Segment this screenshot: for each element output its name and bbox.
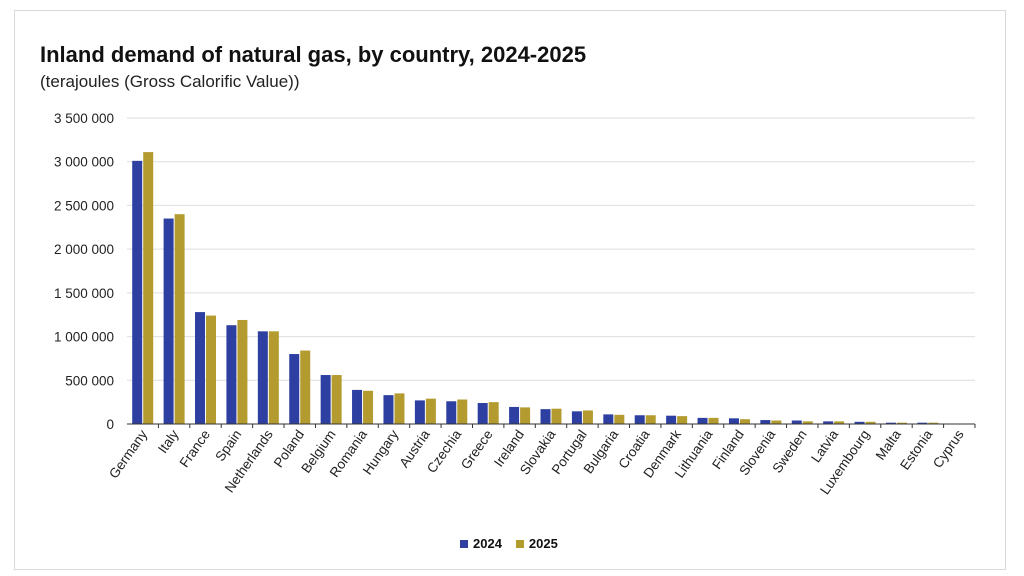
legend-label-2024: 2024 [473, 536, 502, 551]
bar-2024-slovenia [760, 420, 771, 424]
bar-2025-estonia [928, 422, 939, 424]
bar-2024-netherlands [257, 331, 268, 424]
bar-2024-italy [163, 218, 174, 424]
bar-2025-slovakia [551, 408, 562, 424]
bar-2024-denmark [666, 415, 677, 424]
chart-title: Inland demand of natural gas, by country… [40, 42, 587, 67]
bar-2024-germany [132, 160, 143, 424]
bar-2025-denmark [677, 416, 688, 424]
bar-2024-luxembourg [854, 421, 865, 424]
legend-item-2025: 2025 [515, 536, 558, 551]
bar-2024-austria [414, 400, 425, 424]
bar-2024-latvia [823, 421, 834, 424]
y-tick-label: 2 000 000 [54, 242, 114, 257]
x-tick-label: Cyprus [930, 427, 967, 471]
chart-subtitle: (terajoules (Gross Calorific Value)) [40, 72, 300, 91]
bar-2024-czechia [446, 401, 457, 424]
bar-2024-bulgaria [603, 414, 614, 424]
bar-2025-france [206, 315, 217, 424]
bar-2025-germany [143, 152, 154, 424]
bar-2025-bulgaria [614, 414, 625, 424]
y-tick-label: 3 500 000 [54, 111, 114, 126]
y-tick-label: 1 500 000 [54, 286, 114, 301]
bar-2024-hungary [383, 395, 394, 424]
bar-2024-spain [226, 325, 237, 424]
x-tick-label: Malta [873, 427, 905, 463]
bar-2024-finland [728, 418, 739, 424]
bar-2024-slovakia [540, 409, 551, 424]
bar-2025-romania [363, 390, 374, 424]
x-tick-label: Spain [212, 427, 244, 464]
bar-2024-estonia [917, 422, 928, 424]
x-tick-label: Italy [155, 427, 182, 456]
bar-2025-slovenia [771, 420, 782, 424]
legend-item-2024: 2024 [460, 536, 502, 551]
gridlines [127, 117, 975, 381]
y-tick-label: 500 000 [65, 373, 114, 388]
bar-2024-greece [477, 403, 488, 424]
bar-2025-finland [739, 419, 750, 424]
bar-2025-greece [488, 402, 499, 424]
bar-2025-latvia [834, 421, 845, 424]
bar-2025-croatia [645, 415, 656, 424]
x-tick-label: Estonia [897, 427, 935, 473]
legend-swatch-2025 [515, 539, 524, 548]
bar-2024-lithuania [697, 417, 708, 424]
bar-2025-spain [237, 319, 248, 424]
bar-2025-poland [300, 350, 311, 424]
bar-2025-italy [174, 214, 185, 424]
bar-2024-malta [885, 422, 896, 424]
bar-2025-hungary [394, 393, 405, 424]
y-tick-label: 3 000 000 [54, 155, 114, 170]
legend-label-2025: 2025 [528, 536, 558, 551]
bar-2025-malta [896, 422, 907, 424]
bar-2024-romania [352, 389, 363, 424]
bar-2025-sweden [802, 421, 813, 424]
bar-2025-portugal [582, 410, 593, 424]
bar-2024-belgium [320, 375, 331, 424]
bar-2024-portugal [571, 411, 582, 424]
bar-2024-poland [289, 354, 300, 424]
x-tick-label: France [177, 427, 213, 470]
y-tick-label: 1 000 000 [54, 330, 114, 345]
bar-2024-ireland [509, 406, 520, 424]
legend-swatch-2024 [460, 539, 468, 548]
bar-2024-croatia [634, 415, 645, 424]
bar-2025-austria [425, 398, 436, 424]
bar-2024-france [195, 312, 206, 424]
x-tick-label: Germany [106, 427, 150, 481]
y-tick-label: 2 500 000 [54, 198, 114, 213]
bars [132, 152, 970, 424]
bar-2025-netherlands [268, 331, 279, 424]
bar-2025-luxembourg [865, 421, 876, 424]
bar-2024-sweden [791, 420, 802, 424]
x-tick-label: Greece [458, 427, 496, 472]
bar-2025-czechia [457, 399, 468, 424]
bar-2025-belgium [331, 375, 342, 424]
y-tick-label: 0 [106, 417, 114, 432]
legend: 2024 2025 [460, 536, 558, 551]
y-axis-ticks: 0 500 000 1 000 000 1 500 000 2 000 000 2 500… [54, 111, 114, 432]
bar-2025-lithuania [708, 417, 719, 424]
bar-2025-ireland [520, 407, 531, 424]
